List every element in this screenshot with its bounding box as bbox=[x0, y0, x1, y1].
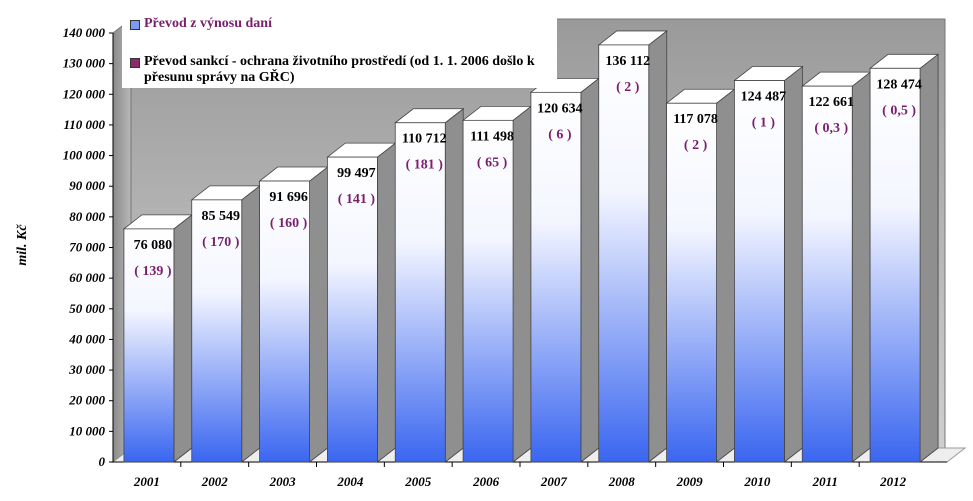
bar-2011: 122 661 ( 0,3 ) bbox=[801, 71, 872, 463]
y-tick-label: 50 000 bbox=[69, 301, 105, 316]
bar-value-label: 111 498 bbox=[470, 129, 514, 144]
bar-value-label: 85 549 bbox=[202, 209, 241, 224]
legend-label-sanctions: Převod sankcí - ochrana životního prostř… bbox=[144, 54, 535, 85]
y-axis-label: mil. Kč bbox=[15, 224, 30, 266]
bar-value-label: 76 080 bbox=[134, 238, 173, 253]
bar-sanction-label: ( 139 ) bbox=[134, 264, 172, 279]
bar-side bbox=[648, 30, 668, 463]
bar-sanction-label: ( 181 ) bbox=[406, 158, 444, 173]
x-tick-label: 2005 bbox=[404, 474, 432, 489]
bar-sanction-label: ( 2 ) bbox=[684, 138, 708, 153]
bar-side bbox=[512, 105, 532, 463]
bar-front bbox=[123, 228, 175, 463]
bar-front bbox=[734, 80, 785, 463]
x-tick-label: 2012 bbox=[879, 474, 907, 489]
bar-2010: 124 487 ( 1 ) bbox=[733, 65, 804, 463]
bar-side bbox=[377, 142, 396, 463]
bar-sanction-label: ( 2 ) bbox=[616, 80, 640, 95]
y-tick-label: 20 000 bbox=[68, 393, 105, 408]
bar-side bbox=[444, 107, 464, 463]
bar-front bbox=[327, 156, 378, 463]
bar-2006: 111 498 ( 65 ) bbox=[461, 105, 533, 463]
bar-front bbox=[598, 44, 650, 463]
y-tick-label: 100 000 bbox=[63, 148, 106, 163]
bar-2007: 120 634 ( 6 ) bbox=[529, 77, 601, 463]
bar-value-label: 128 474 bbox=[876, 77, 922, 92]
y-tick-label: 90 000 bbox=[69, 178, 105, 193]
legend-label-tax: Převod z výnosu daní bbox=[144, 16, 272, 31]
x-tick-label: 2007 bbox=[540, 474, 568, 489]
bar-value-label: 99 497 bbox=[337, 166, 376, 181]
y-tick-label: 80 000 bbox=[69, 209, 105, 224]
bar-side bbox=[309, 166, 328, 463]
y-tick-label: 0 bbox=[99, 454, 106, 469]
bar-front bbox=[666, 102, 717, 463]
y-tick-label: 130 000 bbox=[63, 56, 106, 71]
x-tick-label: 2006 bbox=[472, 474, 500, 489]
bar-value-label: 136 112 bbox=[605, 54, 650, 69]
bar-sanction-label: ( 0,5 ) bbox=[882, 103, 916, 118]
bar-sanction-label: ( 65 ) bbox=[477, 155, 508, 170]
bar-sanction-label: ( 160 ) bbox=[270, 216, 308, 231]
bar-side bbox=[241, 185, 261, 463]
x-tick-label: 2008 bbox=[608, 474, 636, 489]
bar-2003: 91 696 ( 160 ) bbox=[258, 166, 329, 463]
x-tick-label: 2010 bbox=[743, 474, 771, 489]
bar-sanction-label: ( 141 ) bbox=[338, 192, 376, 207]
bar-2004: 99 497 ( 141 ) bbox=[326, 142, 397, 463]
x-tick-label: 2002 bbox=[201, 474, 229, 489]
x-tick-label: 2001 bbox=[133, 474, 160, 489]
bar-side bbox=[851, 71, 871, 463]
x-tick-label: 2011 bbox=[812, 474, 838, 489]
legend-item-sanctions: Převod sankcí - ochrana životního prostř… bbox=[130, 54, 555, 86]
y-tick-label: 140 000 bbox=[63, 25, 106, 40]
bar-side bbox=[580, 77, 600, 463]
x-tick-label: 2004 bbox=[336, 474, 364, 489]
bar-front bbox=[801, 85, 853, 463]
bar-2002: 85 549 ( 170 ) bbox=[190, 185, 261, 463]
bar-sanction-label: ( 1 ) bbox=[752, 116, 776, 131]
bar-side bbox=[173, 214, 193, 463]
bar-front bbox=[259, 180, 310, 463]
legend-swatch-sanctions bbox=[130, 58, 140, 68]
y-tick-label: 120 000 bbox=[63, 86, 106, 101]
bar-2009: 117 078 ( 2 ) bbox=[665, 88, 736, 463]
legend-item-tax: Převod z výnosu daní bbox=[130, 16, 272, 32]
bar-front bbox=[394, 122, 446, 463]
bar-value-label: 124 487 bbox=[741, 90, 787, 105]
bar-sanction-label: ( 6 ) bbox=[548, 127, 572, 142]
y-tick-label: 70 000 bbox=[69, 240, 105, 255]
x-tick-label: 2003 bbox=[269, 474, 297, 489]
y-tick-label: 40 000 bbox=[68, 331, 105, 346]
bar-2012: 128 474 ( 0,5 ) bbox=[868, 53, 940, 463]
bar-side bbox=[919, 53, 939, 463]
legend-swatch-tax bbox=[130, 20, 140, 30]
x-tick-label: 2009 bbox=[676, 474, 704, 489]
bar-front bbox=[530, 91, 582, 463]
legend: Převod z výnosu daní Převod sankcí - och… bbox=[122, 10, 557, 88]
bar-side bbox=[784, 65, 803, 463]
bar-front bbox=[462, 119, 514, 463]
bar-sanction-label: ( 0,3 ) bbox=[814, 121, 848, 136]
bar-sanction-label: ( 170 ) bbox=[202, 235, 240, 250]
bar-front bbox=[869, 67, 921, 463]
bar-value-label: 117 078 bbox=[673, 112, 718, 127]
bar-value-label: 120 634 bbox=[537, 101, 583, 116]
y-tick-label: 110 000 bbox=[63, 117, 105, 132]
y-tick-label: 10 000 bbox=[69, 423, 105, 438]
bar-front bbox=[191, 199, 243, 463]
bar-2005: 110 712 ( 181 ) bbox=[394, 107, 465, 463]
bar-value-label: 122 661 bbox=[809, 95, 855, 110]
bar-value-label: 91 696 bbox=[269, 190, 308, 205]
y-tick-label: 60 000 bbox=[69, 270, 105, 285]
bar-value-label: 110 712 bbox=[402, 132, 447, 147]
bar-2008: 136 112 ( 2 ) bbox=[597, 30, 668, 463]
bar-2001: 76 080 ( 139 ) bbox=[122, 214, 194, 463]
bar-side bbox=[716, 88, 735, 463]
y-tick-label: 30 000 bbox=[68, 362, 105, 377]
